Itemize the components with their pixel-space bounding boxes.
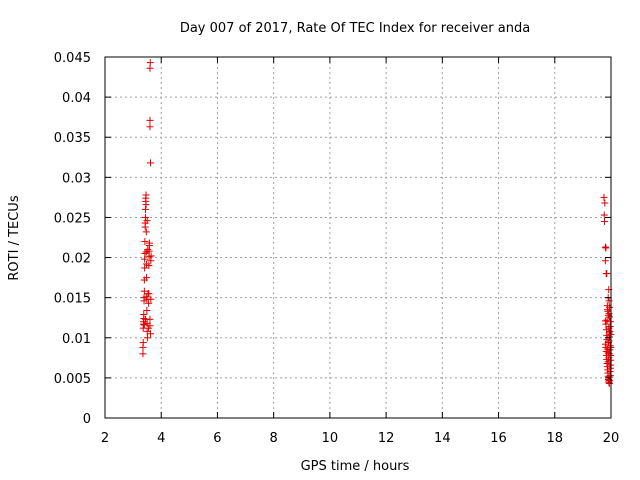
data-point	[601, 243, 609, 251]
data-point	[146, 315, 154, 323]
y-tick-label: 0.01	[62, 332, 91, 347]
data-point	[141, 264, 149, 272]
x-tick-label: 2	[101, 431, 109, 446]
data-point	[143, 334, 151, 342]
grid-lines	[105, 57, 611, 418]
data-point	[146, 59, 154, 67]
data-point	[147, 252, 155, 260]
plot-frame	[104, 56, 612, 419]
data-point	[606, 318, 614, 326]
data-point	[147, 330, 155, 338]
data-point	[145, 299, 153, 307]
data-point	[143, 307, 151, 315]
data-point	[606, 361, 614, 369]
data-point	[605, 329, 613, 337]
y-tick-label: 0.015	[54, 292, 91, 307]
data-point	[144, 246, 152, 254]
x-axis-title: GPS time / hours	[301, 459, 410, 474]
data-point	[147, 159, 155, 167]
x-tick-label: 10	[322, 431, 339, 446]
data-point	[606, 303, 614, 311]
data-point	[141, 213, 149, 221]
data-point	[601, 199, 609, 207]
data-point	[146, 322, 154, 330]
data-point	[140, 287, 148, 295]
data-point	[603, 270, 611, 278]
data-point	[139, 339, 147, 347]
x-tick-label: 6	[213, 431, 221, 446]
data-point	[140, 321, 148, 329]
y-tick-label: 0.03	[62, 171, 91, 186]
y-tick-label: 0.035	[54, 131, 91, 146]
y-tick-label: 0.04	[62, 91, 91, 106]
data-point	[601, 217, 609, 225]
data-point	[605, 350, 613, 358]
data-point	[146, 123, 154, 131]
data-point	[601, 317, 609, 325]
data-point	[603, 316, 611, 324]
data-point	[142, 191, 150, 199]
data-point	[143, 274, 151, 282]
y-tick-label: 0.02	[62, 252, 91, 267]
y-tick-label: 0.025	[54, 211, 91, 226]
data-point	[143, 217, 151, 225]
data-point	[139, 350, 147, 358]
x-tick-label: 12	[378, 431, 395, 446]
data-point	[142, 201, 150, 209]
data-point	[601, 257, 609, 265]
x-tick-label: 14	[434, 431, 451, 446]
x-tick-label: 8	[270, 431, 278, 446]
data-point	[141, 205, 149, 213]
data-point	[604, 345, 612, 353]
data-point	[144, 290, 152, 298]
x-tick-label: 4	[157, 431, 165, 446]
data-point	[147, 295, 155, 303]
data-point	[146, 116, 154, 124]
data-point	[602, 320, 610, 328]
data-point	[142, 228, 150, 236]
data-point	[600, 193, 608, 201]
y-tick-label: 0	[83, 412, 91, 427]
data-point	[145, 262, 153, 270]
y-axis-title: ROTI / TECUs	[7, 195, 22, 280]
x-tick-label: 18	[547, 431, 564, 446]
data-point	[600, 211, 608, 219]
y-tick-label: 0.045	[54, 51, 91, 66]
data-point	[141, 238, 149, 246]
x-tick-label: 20	[603, 431, 620, 446]
y-tick-label: 0.005	[54, 372, 91, 387]
chart-title: Day 007 of 2017, Rate Of TEC Index for r…	[180, 21, 530, 36]
data-point	[140, 311, 148, 319]
axis-ticks: 2 4 6 8 10 12 14 16 18 20 0 0.005 0.01 0.015 0.02 0.025…	[54, 51, 619, 446]
data-point	[601, 340, 609, 348]
data-point	[145, 239, 153, 247]
x-tick-label: 16	[490, 431, 507, 446]
data-point	[141, 250, 149, 258]
data-point	[602, 244, 610, 252]
